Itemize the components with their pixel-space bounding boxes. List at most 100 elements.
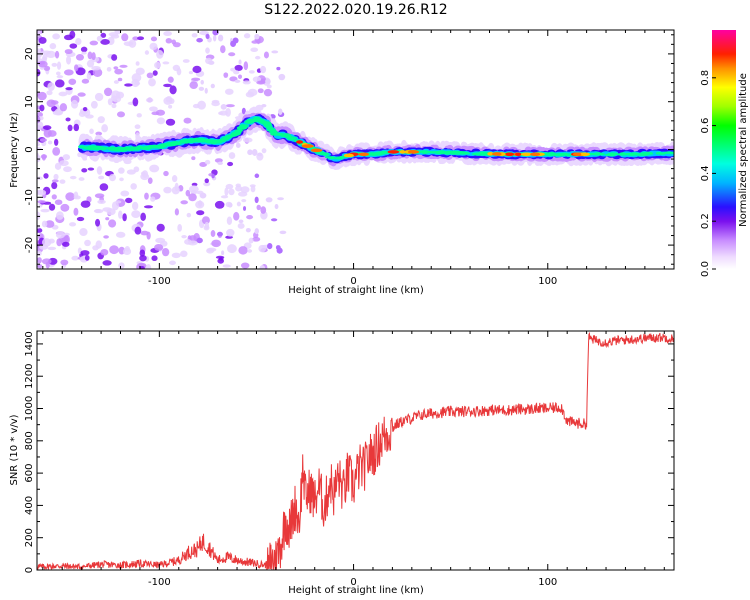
spectrogram-noise-blob [94, 92, 104, 102]
spectrogram-noise-blob [222, 264, 231, 268]
spectrogram-noise-blob [58, 91, 68, 97]
spectrogram-noise-blob [37, 257, 42, 264]
spectrogram-noise-blob [98, 175, 105, 180]
spectrogram-noise-blob [81, 51, 87, 55]
spectrogram-noise-blob [149, 164, 160, 173]
spectrogram-noise-blob [65, 117, 71, 122]
spectrogram-noise-blob [169, 260, 176, 266]
colorbar-tick-label: 0.4 [700, 165, 711, 181]
spectrogram-noise-blob [218, 256, 224, 261]
spectrogram-noise-blob [69, 43, 78, 49]
spectrogram-noise-blob [216, 231, 223, 237]
spectrogram-noise-blob [191, 77, 201, 82]
spectrogram-noise-blob [111, 201, 119, 211]
spectrogram-noise-blob [238, 246, 248, 255]
spectrogram-noise-blob [37, 264, 43, 269]
spectrogram-noise-blob [238, 59, 242, 65]
spectrogram-ridge-cell [421, 151, 429, 155]
spectrogram-ylabel: Frequency (Hz) [9, 112, 20, 188]
spectrogram-noise-blob [108, 219, 117, 228]
spectrogram-noise-blob [167, 76, 174, 83]
spectrogram-noise-blob [100, 32, 107, 38]
spectrogram-noise-blob [132, 97, 139, 107]
spectrogram-ridge-cell [165, 142, 175, 146]
spectrogram-noise-blob [174, 208, 179, 216]
spectrogram-noise-blob [37, 189, 47, 196]
spectrogram-noise-blob [124, 83, 133, 87]
spectrogram-noise-blob [169, 85, 177, 95]
spectrogram-noise-blob [163, 31, 172, 37]
spectrogram-noise-blob [134, 81, 141, 86]
spectrogram-ridge-cell [663, 151, 674, 154]
spectrogram-noise-blob [137, 36, 145, 41]
spectrogram-noise-blob [219, 110, 228, 116]
spectrogram-noise-blob [240, 186, 250, 194]
spectrogram-noise-blob [92, 68, 103, 77]
spectrogram-noise-blob [116, 111, 126, 118]
spectrogram-noise-blob [144, 192, 149, 200]
spectrogram-noise-blob [171, 175, 178, 183]
spectrogram-noise-blob [39, 138, 47, 142]
spectrogram-noise-blob [154, 243, 164, 251]
snr-series-line [37, 331, 674, 570]
spectrogram-noise-blob [163, 170, 169, 177]
spectrogram-noise-blob [238, 219, 244, 224]
spectrogram-noise-blob [174, 182, 179, 192]
spectrogram-noise-blob [135, 61, 140, 66]
spectrogram-noise-blob [163, 83, 172, 88]
spectrogram-noise-blob [89, 40, 99, 46]
spectrogram-noise-blob [185, 189, 191, 197]
spectrogram-noise-blob [111, 54, 118, 61]
spectrogram-noise-blob [46, 99, 56, 108]
spectrogram-noise-blob [277, 197, 284, 201]
spectrogram-noise-blob [43, 125, 52, 130]
spectrogram-noise-blob [56, 211, 64, 220]
spectrogram-noise-blob [59, 103, 68, 112]
spectrogram-noise-blob [183, 117, 192, 124]
spectrogram-noise-blob [97, 199, 106, 204]
spectrogram-ytick-label: 0 [24, 146, 35, 152]
spectrogram-noise-blob [234, 64, 243, 72]
spectrogram-noise-blob [176, 67, 182, 76]
spectrogram-noise-blob [105, 217, 110, 221]
spectrogram-noise-blob [41, 258, 52, 265]
spectrogram-noise-blob [186, 212, 192, 218]
spectrogram-noise-blob [191, 33, 198, 38]
spectrogram-hot-cell [515, 152, 522, 157]
spectrogram-noise-blob [76, 216, 85, 222]
spectrogram-noise-blob [258, 244, 267, 253]
spectrogram-noise-blob [251, 148, 258, 156]
snr-background [37, 331, 674, 570]
spectrogram-noise-blob [55, 231, 65, 239]
spectrogram-noise-blob [121, 33, 129, 42]
spectrogram-xlabel: Height of straight line (km) [288, 285, 424, 296]
spectrogram-noise-blob [37, 111, 43, 118]
spectrogram-noise-blob [163, 186, 172, 194]
spectrogram-ridge-cell [204, 139, 212, 143]
snr-ytick-label: 0 [24, 567, 35, 573]
spectrogram-noise-blob [180, 250, 188, 258]
spectrogram-noise-blob [64, 49, 73, 55]
spectrogram-noise-blob [139, 266, 145, 269]
spectrogram-noise-blob [52, 33, 61, 40]
spectrogram-noise-blob [38, 60, 48, 68]
spectrogram-noise-blob [55, 71, 61, 76]
spectrogram-noise-blob [71, 255, 79, 261]
spectrogram-noise-blob [168, 104, 173, 109]
spectrogram-noise-blob [81, 168, 88, 173]
spectrogram-noise-blob [151, 111, 160, 116]
spectrogram-noise-blob [136, 113, 142, 118]
spectrogram-ridge-cell [227, 134, 235, 138]
spectrogram-ridge-cell [629, 152, 638, 155]
spectrogram-hot-cell [387, 150, 400, 154]
spectrogram-noise-blob [250, 47, 259, 52]
spectrogram-noise-blob [214, 200, 225, 209]
colorbar-tick-label: 0.8 [700, 70, 711, 86]
spectrogram-ytick-label: -20 [24, 237, 35, 253]
spectrogram-noise-blob [211, 101, 220, 107]
spectrogram-noise-blob [225, 183, 234, 190]
spectrogram-noise-blob [181, 234, 187, 239]
spectrogram-noise-blob [46, 90, 53, 96]
